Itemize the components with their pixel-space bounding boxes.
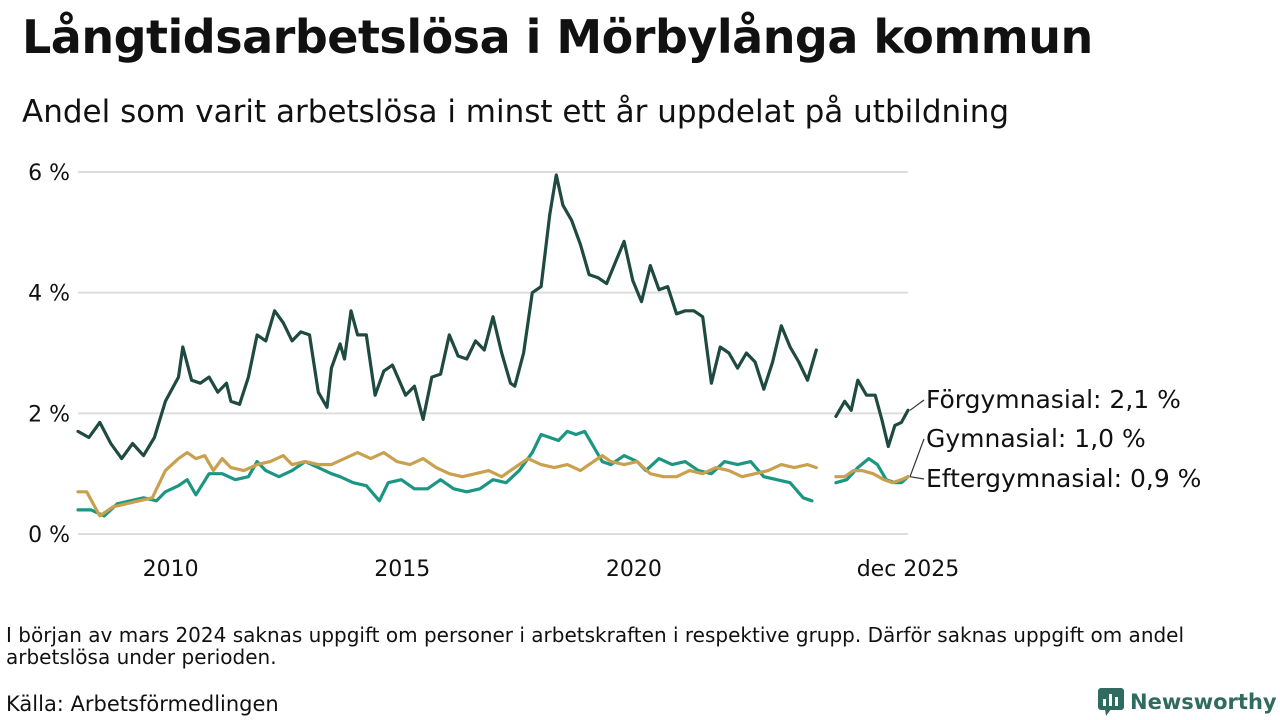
label-leader-line [909, 476, 925, 480]
brand-logo: Newsworthy [1098, 688, 1277, 716]
y-tick-label: 4 % [28, 282, 70, 307]
series-line-eftergymnasial [76, 451, 818, 518]
label-leader-line [909, 438, 925, 477]
x-tick-label: 2010 [143, 557, 199, 582]
x-axis-ticks: 2010 2015 2020 dec 2025 [143, 557, 960, 582]
series-lines [76, 173, 910, 518]
x-tick-label: 2020 [606, 557, 662, 582]
series-line-gymnasial [834, 457, 910, 485]
footnote: I början av mars 2024 saknas uppgift om … [6, 623, 1185, 669]
series-line-förgymnasial [76, 173, 818, 461]
series-line-gymnasial [76, 429, 814, 518]
y-tick-label: 6 % [28, 161, 70, 186]
newsworthy-chart-icon [1098, 688, 1124, 716]
label-leader-line [909, 399, 925, 411]
y-axis-ticks: 0 % 2 % 4 % 6 % [28, 161, 70, 548]
series-line-förgymnasial [834, 378, 910, 449]
x-tick-label: dec 2025 [857, 557, 960, 582]
series-labels: Förgymnasial: 2,1 % Gymnasial: 1,0 % Efter… [909, 385, 1201, 493]
gridlines [78, 171, 908, 535]
series-end-label: Gymnasial: 1,0 % [926, 424, 1146, 453]
chart-subtitle: Andel som varit arbetslösa i minst ett å… [22, 94, 1010, 130]
y-tick-label: 0 % [28, 523, 70, 548]
chart-title: Långtidsarbetslösa i Mörbylånga kommun [22, 10, 1093, 64]
source-text: Källa: Arbetsförmedlingen [6, 692, 279, 716]
series-end-label: Förgymnasial: 2,1 % [926, 385, 1181, 414]
line-chart: 0 % 2 % 4 % 6 % 2010 2015 2020 dec 2025 Förgym… [28, 161, 1201, 582]
brand-name: Newsworthy [1130, 690, 1277, 714]
y-tick-label: 2 % [28, 402, 70, 427]
series-end-label: Eftergymnasial: 0,9 % [926, 464, 1201, 493]
x-tick-label: 2015 [374, 557, 430, 582]
series-line-eftergymnasial [834, 469, 910, 485]
